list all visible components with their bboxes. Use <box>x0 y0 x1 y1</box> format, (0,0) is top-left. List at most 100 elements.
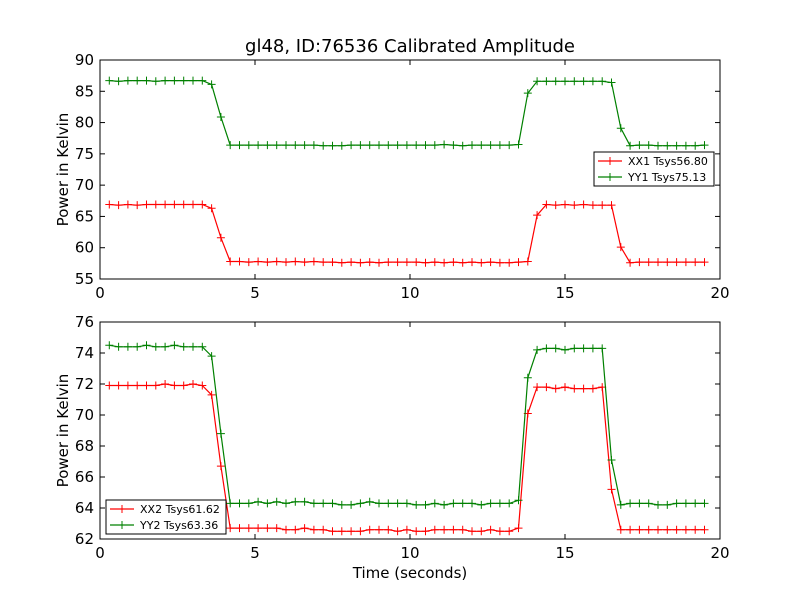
data-point <box>691 525 700 534</box>
legend-label: YY2 Tsys63.36 <box>139 519 218 532</box>
data-point <box>458 525 467 534</box>
data-point <box>644 525 653 534</box>
data-point <box>551 344 560 353</box>
data-point <box>421 527 430 536</box>
data-point <box>123 200 132 209</box>
data-point <box>384 258 393 267</box>
x-tick-label: 20 <box>710 284 729 302</box>
data-point <box>477 500 486 509</box>
data-point <box>495 527 504 536</box>
data-point <box>300 524 309 533</box>
data-point <box>533 383 542 392</box>
data-point <box>319 141 328 150</box>
data-point <box>402 141 411 150</box>
y-tick-label: 62 <box>75 530 94 548</box>
data-point <box>291 257 300 266</box>
data-point <box>263 524 272 533</box>
data-point <box>588 201 597 210</box>
x-axis-label: Time (seconds) <box>352 564 468 582</box>
data-point <box>123 76 132 85</box>
data-point <box>412 500 421 509</box>
data-point <box>486 525 495 534</box>
data-point <box>198 381 207 390</box>
data-point <box>486 141 495 150</box>
data-point <box>189 380 197 388</box>
data-point <box>309 525 318 534</box>
data-point <box>216 462 225 471</box>
data-point <box>468 527 476 536</box>
data-point <box>468 141 476 150</box>
data-point <box>430 499 439 508</box>
data-point <box>570 384 579 393</box>
y-tick-label: 55 <box>75 270 94 288</box>
data-point <box>402 499 411 508</box>
data-point <box>282 141 290 150</box>
data-point <box>198 342 207 351</box>
data-point <box>161 200 170 209</box>
x-tick-label: 15 <box>555 544 574 562</box>
data-point <box>375 141 383 150</box>
data-point <box>170 341 179 350</box>
data-point <box>123 381 132 390</box>
data-point <box>356 499 365 508</box>
data-point <box>347 141 356 150</box>
data-point <box>681 525 690 534</box>
data-point <box>123 342 132 351</box>
data-point <box>654 141 662 150</box>
data-point <box>449 499 458 508</box>
x-tick-label: 5 <box>250 544 260 562</box>
data-point <box>523 373 532 382</box>
data-point <box>384 525 393 534</box>
data-point <box>588 384 597 393</box>
data-point <box>654 525 662 534</box>
data-point <box>663 141 672 150</box>
x-tick-label: 15 <box>555 284 574 302</box>
x-tick-label: 10 <box>400 284 419 302</box>
data-point <box>179 381 188 390</box>
data-point <box>207 390 216 399</box>
data-point <box>635 141 644 150</box>
data-point <box>449 525 458 534</box>
data-point <box>607 455 616 464</box>
data-point <box>607 485 616 494</box>
data-point <box>337 527 346 536</box>
data-point <box>254 141 263 150</box>
data-point <box>105 76 114 85</box>
data-point <box>616 500 625 509</box>
data-point <box>216 112 225 121</box>
data-point <box>458 258 467 267</box>
data-point <box>282 525 290 534</box>
data-point <box>440 500 449 509</box>
data-point <box>291 525 300 534</box>
x-tick-label: 10 <box>400 544 419 562</box>
data-point <box>486 258 495 267</box>
data-point <box>626 141 635 150</box>
data-point <box>244 258 253 267</box>
y-tick-label: 76 <box>75 313 94 331</box>
data-point <box>291 497 300 506</box>
data-point <box>179 76 188 85</box>
data-point <box>523 257 532 266</box>
data-point <box>551 384 560 393</box>
data-point <box>347 500 356 509</box>
data-point <box>663 500 672 509</box>
data-point <box>235 257 244 266</box>
data-point <box>216 233 225 242</box>
data-point <box>393 527 402 536</box>
data-point <box>514 496 523 505</box>
data-point <box>579 344 588 353</box>
data-point <box>365 258 374 267</box>
data-point <box>449 258 458 267</box>
data-point <box>142 76 151 85</box>
subplot-1: 0 5 10 15 20 55 60 65 70 75 80 85 90 Power in Kelvin X… <box>54 51 730 302</box>
data-point <box>477 527 486 536</box>
data-point <box>254 497 263 506</box>
data-point <box>514 258 523 267</box>
data-point <box>170 381 179 390</box>
data-point <box>616 525 625 534</box>
data-point <box>291 141 300 150</box>
data-point <box>356 258 365 267</box>
data-point <box>579 77 588 86</box>
legend-label: YY1 Tsys75.13 <box>627 171 706 184</box>
